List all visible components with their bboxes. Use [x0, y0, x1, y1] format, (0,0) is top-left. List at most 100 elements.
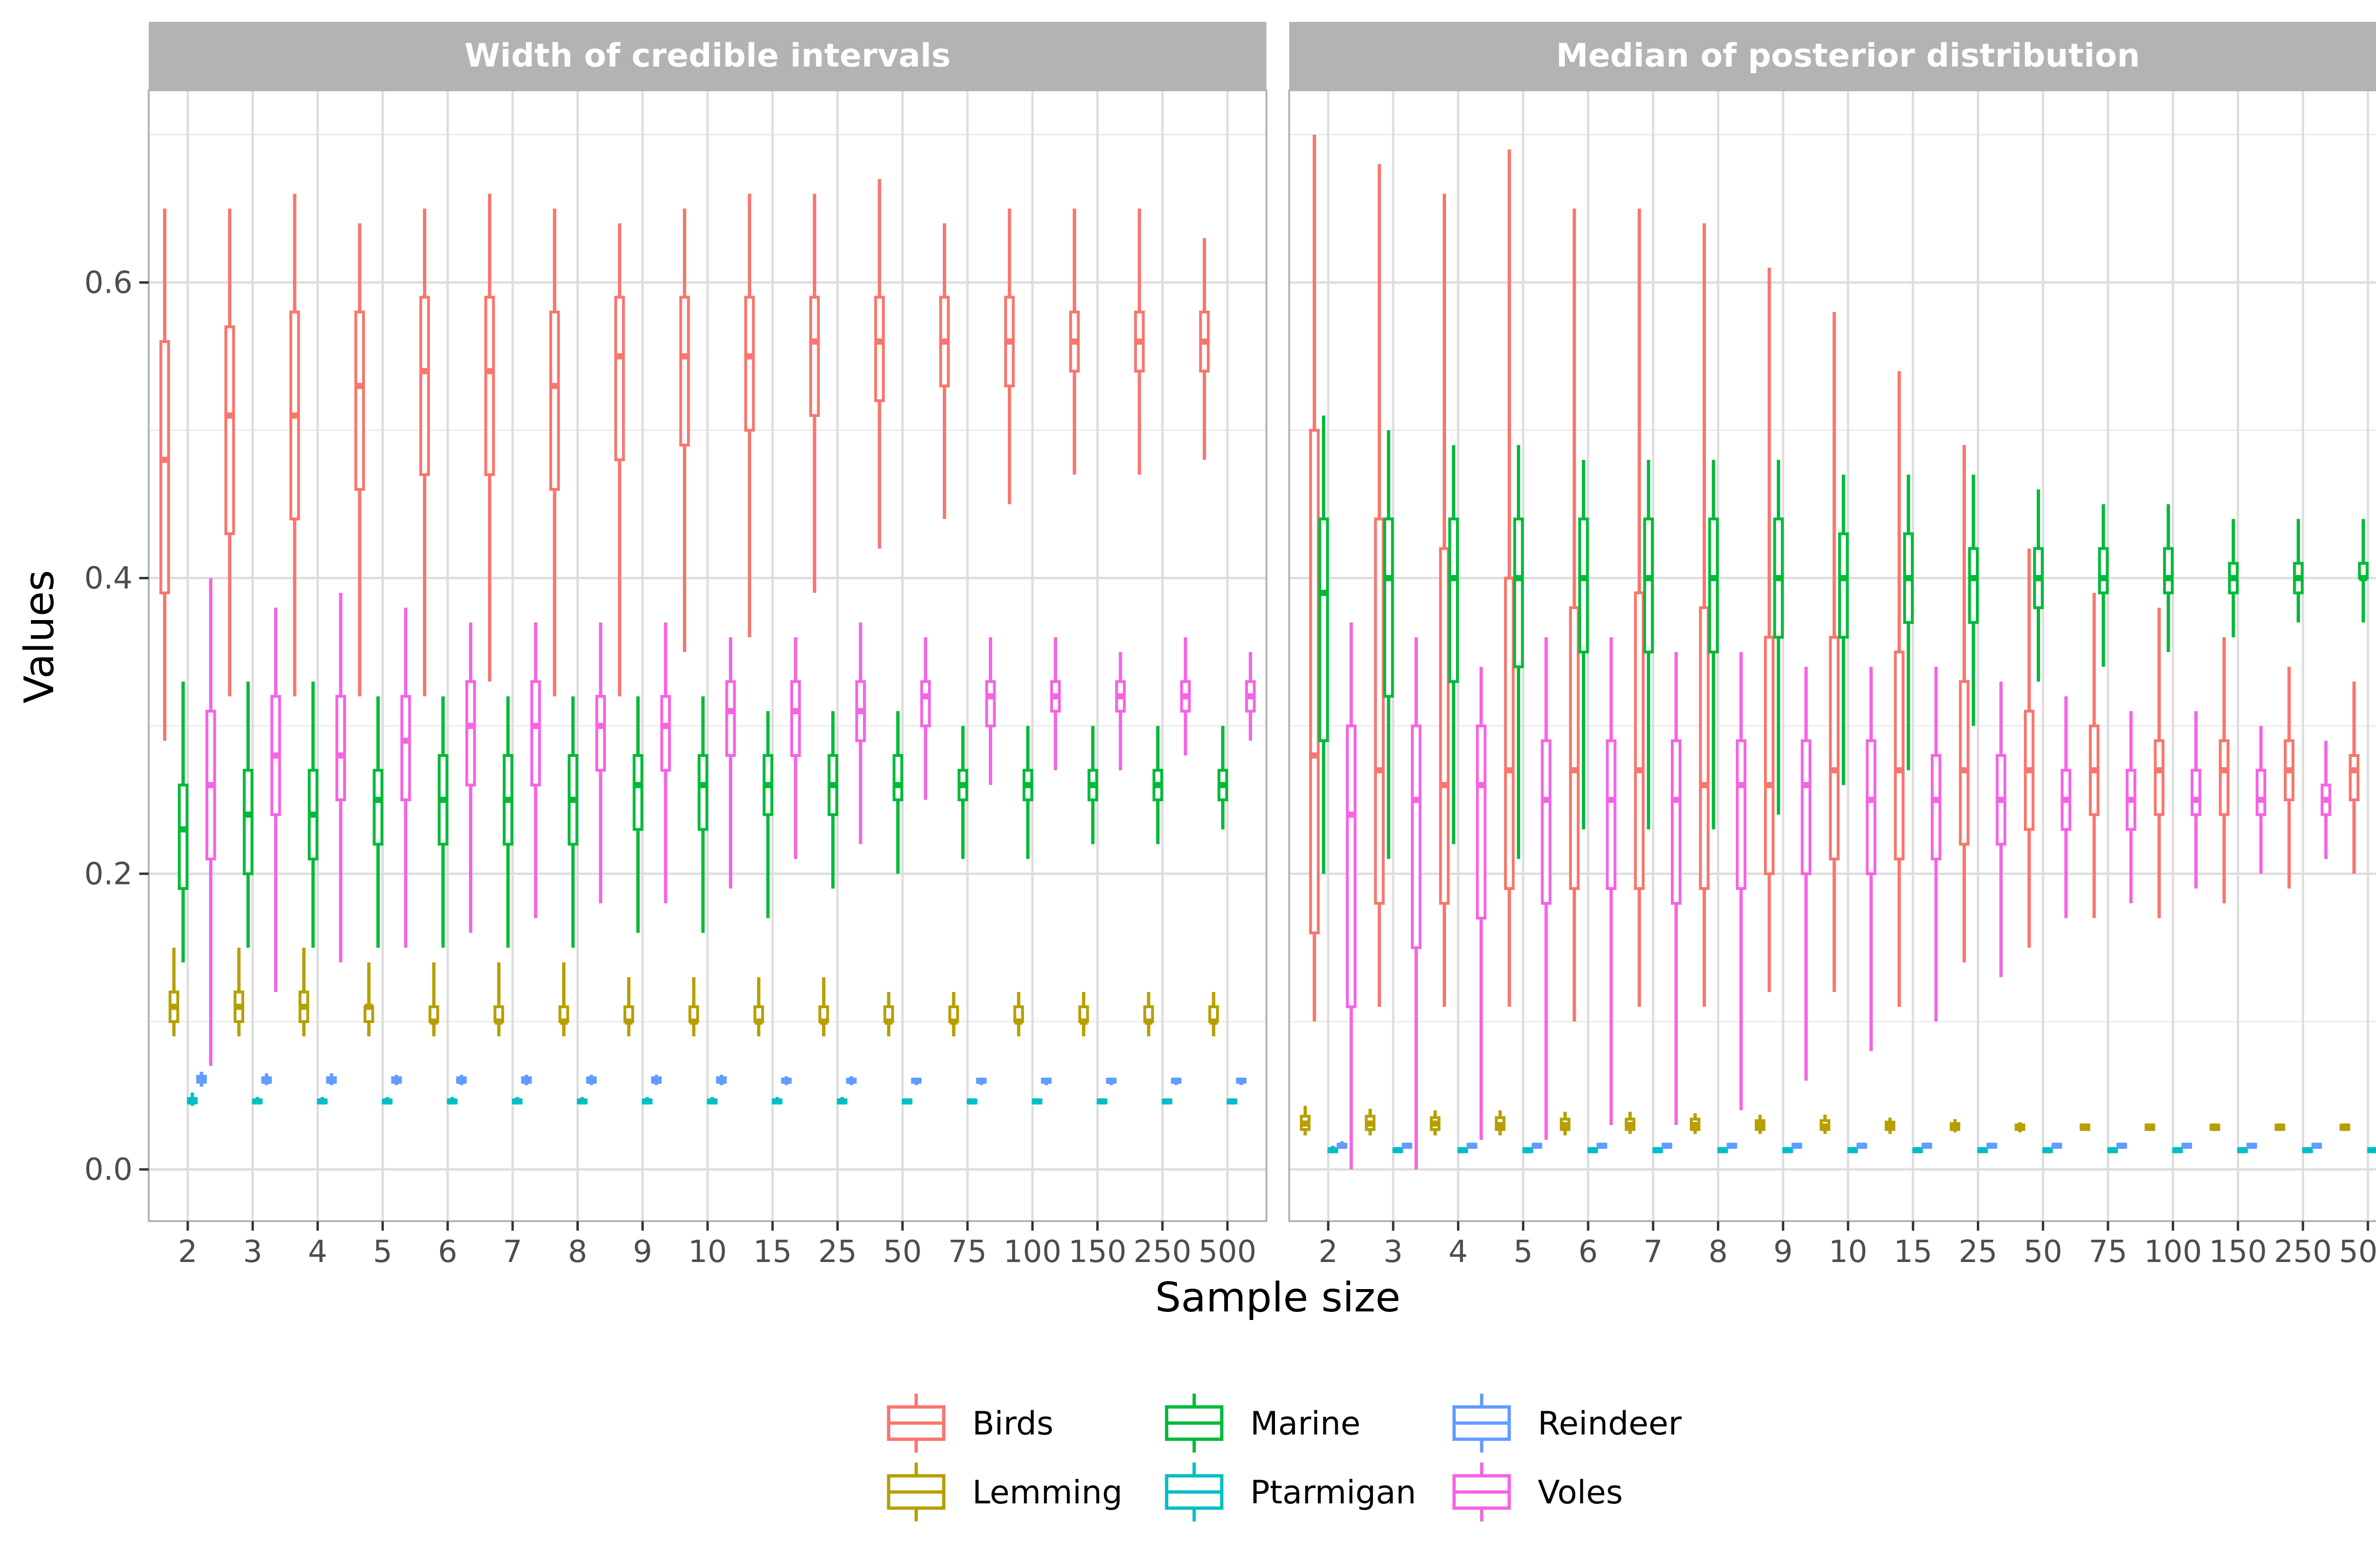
legend-item-voles: Voles — [1452, 1463, 1623, 1521]
box-lemming-50 — [2014, 1122, 2025, 1133]
box-body — [874, 296, 885, 402]
box-birds-6 — [419, 208, 430, 697]
box-marine-500 — [2358, 519, 2369, 622]
box-birds-100 — [1004, 208, 1015, 505]
box-body — [1504, 576, 1515, 890]
box-lemming-2 — [168, 947, 180, 1037]
x-tick-label: 9 — [633, 1234, 652, 1270]
y-tick-label: 0.6 — [84, 265, 133, 300]
box-reindeer-7 — [1661, 1142, 1672, 1149]
legend-label: Birds — [972, 1405, 1054, 1443]
box-body — [985, 680, 996, 727]
box-lemming-500 — [2339, 1123, 2350, 1131]
series-ptarmigan — [1327, 1146, 2376, 1154]
legend-key — [1165, 1394, 1224, 1453]
box-birds-250 — [1134, 208, 1145, 475]
box-voles-4 — [335, 593, 346, 963]
box-birds-9 — [614, 223, 625, 697]
box-lemming-10 — [688, 977, 699, 1037]
box-ptarmigan-25 — [837, 1097, 848, 1105]
box-body — [530, 680, 541, 787]
box-birds-7 — [1634, 208, 1645, 1007]
x-tick-label: 50 — [883, 1234, 922, 1270]
x-tick-label: 25 — [818, 1234, 857, 1270]
box-marine-150 — [2228, 519, 2239, 638]
box-marine-4 — [1448, 445, 1459, 844]
box-lemming-4 — [298, 947, 309, 1037]
box-reindeer-100 — [1041, 1077, 1052, 1085]
box-ptarmigan-250 — [2302, 1147, 2313, 1154]
x-tick-label: 6 — [1579, 1234, 1598, 1270]
x-tick-label: 50 — [2024, 1234, 2062, 1270]
box-body — [1634, 591, 1645, 890]
box-birds-10 — [679, 208, 690, 652]
box-body — [725, 680, 736, 757]
box-body — [2098, 547, 2109, 594]
box-marine-6 — [1578, 459, 1589, 830]
legend-key — [1165, 1463, 1224, 1521]
box-lemming-15 — [1885, 1118, 1896, 1134]
box-birds-7 — [484, 193, 495, 682]
x-tick-label: 4 — [1448, 1234, 1468, 1270]
box-body — [1764, 636, 1775, 875]
box-reindeer-6 — [456, 1075, 467, 1085]
box-reindeer-75 — [976, 1077, 987, 1085]
box-marine-250 — [1152, 726, 1163, 844]
box-birds-5 — [354, 223, 365, 697]
series-lemming — [168, 947, 1219, 1037]
box-lemming-75 — [948, 992, 959, 1037]
box-voles-500 — [1245, 652, 1256, 741]
box-reindeer-4 — [326, 1073, 337, 1085]
box-reindeer-250 — [1171, 1077, 1182, 1085]
panel-title-width: Width of credible intervals — [464, 37, 950, 75]
box-body — [354, 310, 365, 491]
box-voles-2 — [1346, 622, 1357, 1170]
x-tick-label: 500 — [1198, 1234, 1256, 1270]
x-tick-label: 100 — [1004, 1234, 1062, 1270]
box-ptarmigan-10 — [1847, 1147, 1858, 1154]
legend-item-lemming: Lemming — [887, 1463, 1122, 1521]
box-reindeer-5 — [391, 1075, 402, 1085]
box-reindeer-50 — [911, 1077, 922, 1085]
box-body — [698, 754, 709, 831]
box-ptarmigan-10 — [707, 1097, 718, 1105]
box-voles-75 — [2126, 711, 2136, 904]
box-lemming-3 — [233, 947, 244, 1037]
legend-label: Marine — [1250, 1405, 1360, 1443]
box-body — [178, 784, 189, 890]
legend-item-birds: Birds — [887, 1394, 1054, 1453]
box-birds-3 — [1374, 164, 1385, 1007]
box-birds-500 — [1199, 238, 1210, 460]
x-tick-label: 250 — [1133, 1234, 1191, 1270]
box-body — [679, 296, 690, 447]
box-voles-5 — [400, 607, 411, 948]
box-ptarmigan-75 — [967, 1098, 977, 1105]
x-tick-label: 6 — [438, 1234, 458, 1270]
box-reindeer-8 — [1726, 1142, 1737, 1149]
box-body — [1439, 547, 1450, 905]
series-birds — [159, 179, 1210, 741]
box-marine-25 — [1968, 474, 1979, 726]
box-voles-8 — [1735, 652, 1747, 1110]
box-marine-5 — [373, 696, 383, 948]
box-voles-50 — [2060, 696, 2071, 918]
box-body — [790, 680, 801, 757]
box-body — [2154, 739, 2165, 816]
box-marine-7 — [502, 696, 514, 948]
series-marine — [1318, 415, 2369, 874]
box-marine-15 — [762, 711, 774, 918]
box-body — [1541, 739, 1552, 905]
box-ptarmigan-9 — [642, 1097, 653, 1105]
box-marine-15 — [1903, 474, 1914, 771]
panel-title-median: Median of posterior distribution — [1556, 37, 2140, 75]
box-body — [400, 695, 411, 802]
box-voles-8 — [595, 622, 606, 904]
box-marine-75 — [2098, 504, 2109, 667]
series-reindeer — [196, 1071, 1247, 1087]
box-reindeer-50 — [2051, 1142, 2062, 1149]
box-lemming-4 — [1429, 1110, 1441, 1136]
box-lemming-100 — [2145, 1123, 2156, 1131]
box-voles-9 — [1801, 667, 1811, 1081]
box-marine-2 — [178, 681, 189, 963]
